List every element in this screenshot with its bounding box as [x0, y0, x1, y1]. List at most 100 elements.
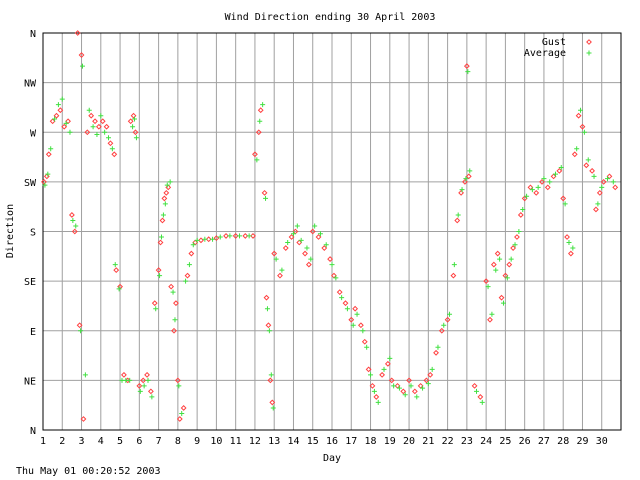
- gust-point: [127, 118, 134, 125]
- average-point: [186, 262, 192, 268]
- y-tick-label: NE: [24, 376, 36, 387]
- gust-point: [121, 371, 127, 378]
- average-point: [402, 392, 408, 398]
- average-point: [227, 233, 233, 239]
- gust-point: [76, 322, 83, 329]
- average-point: [172, 317, 178, 323]
- x-tick-label: 5: [117, 436, 123, 447]
- gust-point: [498, 294, 505, 301]
- average-point: [194, 237, 200, 243]
- gust-point: [423, 377, 430, 384]
- average-point: [354, 311, 360, 317]
- average-point: [585, 157, 591, 163]
- gust-point: [111, 151, 118, 158]
- y-tick-label: S: [30, 228, 36, 239]
- gust-point: [165, 184, 172, 191]
- gust-point: [157, 239, 164, 246]
- gust-point: [188, 250, 195, 257]
- gust-point: [433, 349, 439, 356]
- average-point: [268, 372, 274, 378]
- gust-point: [327, 256, 333, 262]
- gust-point: [471, 382, 478, 389]
- gust-point: [336, 289, 343, 296]
- average-point: [170, 289, 176, 295]
- gust-point: [113, 267, 120, 274]
- x-tick-label: 26: [519, 436, 531, 447]
- gust-point: [514, 234, 520, 240]
- average-point: [562, 201, 568, 207]
- x-tick-label: 8: [175, 436, 181, 447]
- gust-point: [309, 228, 316, 235]
- gust-point: [43, 173, 50, 180]
- gust-point: [579, 123, 586, 130]
- gust-point: [250, 233, 256, 239]
- average-point: [308, 256, 314, 262]
- average-point: [266, 328, 272, 334]
- average-point: [137, 388, 143, 394]
- gust-point: [107, 140, 114, 147]
- gust-point: [99, 118, 106, 125]
- average-point: [254, 157, 260, 163]
- gust-point: [136, 382, 143, 389]
- x-tick-label: 1: [40, 436, 46, 447]
- gust-point: [560, 195, 567, 202]
- x-tick-label: 30: [596, 436, 608, 447]
- average-point: [508, 256, 514, 262]
- gust-point: [147, 388, 154, 395]
- average-point: [605, 176, 611, 182]
- average-point: [344, 306, 350, 312]
- gust-point: [462, 178, 468, 185]
- gust-point: [161, 195, 168, 202]
- gust-point: [365, 366, 372, 373]
- gust-point: [373, 394, 380, 400]
- gust-point: [78, 52, 85, 58]
- legend-gust-label: Gust: [542, 37, 566, 48]
- average-point: [285, 240, 291, 246]
- x-tick-label: 6: [136, 436, 142, 447]
- average-point: [70, 217, 76, 223]
- average-point: [578, 107, 584, 113]
- gust-point: [41, 178, 47, 185]
- gust-point: [257, 107, 264, 114]
- average-point: [375, 399, 381, 405]
- gust-point: [539, 178, 545, 185]
- average-point: [270, 405, 276, 411]
- gust-point: [571, 151, 578, 158]
- gust-point: [567, 250, 574, 257]
- average-point: [467, 168, 473, 174]
- average-point: [312, 223, 318, 229]
- average-point: [455, 212, 461, 218]
- gust-point: [155, 267, 162, 274]
- gust-point: [74, 30, 81, 36]
- y-tick-label: NW: [24, 79, 37, 90]
- x-tick-label: 25: [499, 436, 511, 447]
- average-point: [524, 193, 530, 199]
- gust-point: [612, 184, 619, 191]
- average-point: [202, 236, 208, 242]
- average-point: [294, 223, 300, 229]
- gust-point: [232, 233, 239, 239]
- gust-point: [180, 405, 187, 411]
- average-point: [364, 344, 370, 350]
- average-point: [162, 201, 168, 207]
- average-point: [237, 233, 243, 239]
- gust-point: [103, 123, 110, 130]
- average-point: [179, 410, 185, 416]
- average-point: [516, 229, 522, 234]
- average-point: [48, 146, 54, 152]
- gust-point: [321, 245, 328, 251]
- gust-point: [302, 250, 308, 257]
- x-tick-label: 14: [287, 436, 299, 447]
- gust-point: [265, 322, 272, 329]
- x-axis-label: Day: [323, 453, 341, 464]
- gust-point: [487, 316, 493, 323]
- gust-point: [361, 338, 368, 345]
- gust-point: [92, 118, 98, 125]
- average-point: [73, 223, 79, 229]
- gust-point: [357, 322, 364, 329]
- gust-point: [406, 377, 412, 384]
- average-point: [463, 176, 469, 182]
- gust-point: [427, 371, 434, 378]
- average-point: [493, 267, 499, 273]
- gust-point: [384, 360, 391, 367]
